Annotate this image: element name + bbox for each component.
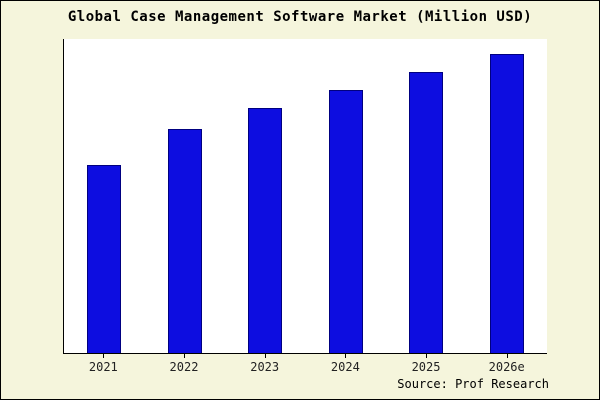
chart-title: Global Case Management Software Market (… [67, 9, 533, 25]
bar-2024 [328, 89, 363, 353]
bar-2022 [167, 128, 202, 353]
x-tick-label-2025: 2025 [386, 354, 467, 374]
x-axis-labels: 2021 2022 2023 2024 2025 2026e [63, 354, 547, 374]
plot-area [63, 39, 547, 354]
source-text: Source: Prof Research [397, 377, 549, 391]
bar-slot [225, 39, 306, 353]
x-tick-label-2023: 2023 [224, 354, 305, 374]
bar-2021 [87, 164, 122, 353]
bar-2026e [489, 53, 524, 353]
x-tick-label-2026e: 2026e [466, 354, 547, 374]
bar-slot [64, 39, 145, 353]
bar-slot [386, 39, 467, 353]
bar-slot [306, 39, 387, 353]
bar-2025 [409, 71, 444, 353]
bar-series [64, 39, 547, 353]
x-tick-label-2024: 2024 [305, 354, 386, 374]
bar-2023 [248, 107, 283, 353]
bar-slot [145, 39, 226, 353]
bar-slot [467, 39, 548, 353]
x-tick-label-2022: 2022 [144, 354, 225, 374]
x-tick-label-2021: 2021 [63, 354, 144, 374]
